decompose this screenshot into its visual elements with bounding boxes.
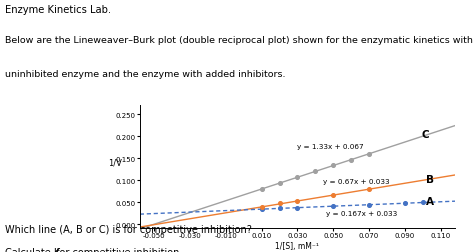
Point bbox=[276, 201, 283, 205]
Text: C: C bbox=[421, 130, 428, 139]
Point bbox=[258, 207, 265, 211]
Text: B: B bbox=[427, 174, 434, 184]
Point bbox=[276, 206, 283, 210]
Text: Enzyme Kinetics Lab.: Enzyme Kinetics Lab. bbox=[5, 5, 111, 15]
Text: Which line (A, B or C) is for competitive inhibition?: Which line (A, B or C) is for competitiv… bbox=[5, 224, 252, 234]
Point bbox=[258, 187, 265, 191]
Text: for competitive inhibition: for competitive inhibition bbox=[53, 247, 180, 252]
Text: uninhibited enzyme and the enzyme with added inhibitors.: uninhibited enzyme and the enzyme with a… bbox=[5, 70, 285, 79]
Point bbox=[329, 204, 337, 208]
Point bbox=[293, 206, 301, 210]
Point bbox=[329, 164, 337, 168]
Text: m: m bbox=[47, 249, 55, 252]
Text: A: A bbox=[427, 197, 434, 207]
Y-axis label: 1/V: 1/V bbox=[108, 158, 121, 167]
Text: Below are the Lineweaver–Burk plot (double reciprocal plot) shown for the enzyma: Below are the Lineweaver–Burk plot (doub… bbox=[5, 36, 473, 45]
Text: y = 0.67x + 0.033: y = 0.67x + 0.033 bbox=[322, 178, 389, 184]
Point bbox=[401, 201, 409, 205]
Text: y = 0.167x + 0.033: y = 0.167x + 0.033 bbox=[326, 210, 397, 216]
X-axis label: 1/[S], mM⁻¹: 1/[S], mM⁻¹ bbox=[275, 241, 319, 250]
Text: y = 1.33x + 0.067: y = 1.33x + 0.067 bbox=[298, 143, 364, 149]
Point bbox=[276, 181, 283, 185]
Point bbox=[258, 205, 265, 209]
Point bbox=[293, 175, 301, 179]
Point bbox=[365, 187, 373, 191]
Point bbox=[329, 193, 337, 197]
Point bbox=[347, 158, 355, 162]
Point bbox=[365, 203, 373, 207]
Point bbox=[293, 199, 301, 203]
Point bbox=[419, 201, 427, 205]
Point bbox=[311, 170, 319, 174]
Point bbox=[365, 152, 373, 156]
Text: Calculate K: Calculate K bbox=[5, 247, 60, 252]
